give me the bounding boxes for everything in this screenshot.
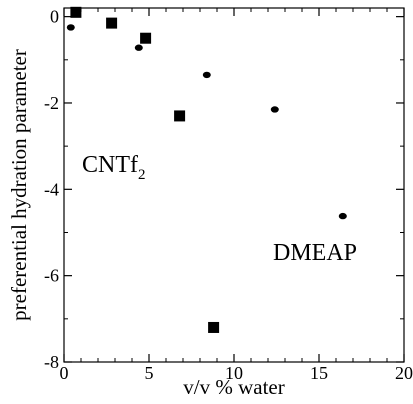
circle-point <box>271 106 279 112</box>
circle-point <box>339 213 347 219</box>
square-point <box>208 322 219 333</box>
y-tick-label: -4 <box>44 179 59 199</box>
annotation-cntf2-main: CNTf <box>82 152 138 178</box>
y-tick-label: -6 <box>44 266 59 286</box>
x-tick-label: 0 <box>60 363 69 383</box>
y-tick-label: -8 <box>44 352 59 372</box>
annotation-cntf2-subscript: 2 <box>138 167 146 183</box>
square-point <box>106 18 117 29</box>
x-tick-label: 20 <box>395 363 413 383</box>
circle-point <box>67 24 75 30</box>
annotation-dmeap: DMEAP <box>273 240 357 266</box>
y-tick-label: -2 <box>44 93 59 113</box>
circle-point <box>135 45 143 51</box>
x-tick-label: 5 <box>145 363 154 383</box>
axis-ticks <box>64 8 404 362</box>
x-tick-label: 15 <box>310 363 328 383</box>
circle-point <box>203 72 211 78</box>
x-axis-title: v/v % water <box>183 375 284 399</box>
square-point <box>174 110 185 121</box>
plot-frame <box>64 8 404 362</box>
axis-tick-labels: 051015200-2-4-6-8 <box>44 7 413 383</box>
y-tick-label: 0 <box>50 7 59 27</box>
square-point <box>70 7 81 18</box>
square-point <box>140 33 151 44</box>
y-axis-title: preferential hydration parameter <box>7 49 31 321</box>
annotation-cntf2: CNTf2 <box>82 152 146 183</box>
